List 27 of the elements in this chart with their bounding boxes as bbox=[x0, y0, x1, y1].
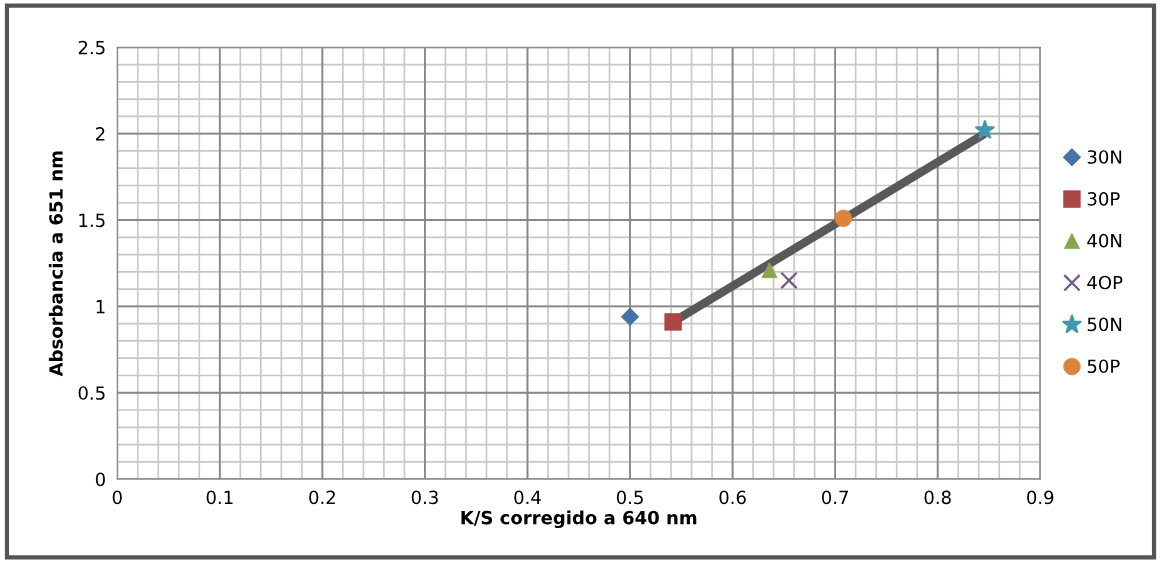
y-tick-label: 2 bbox=[95, 127, 105, 141]
x-tick-label: 0.4 bbox=[514, 490, 541, 505]
legend-label: 4OP bbox=[1087, 275, 1123, 290]
x-tick-label: 0.1 bbox=[206, 490, 233, 505]
x-tick-label: 0.7 bbox=[821, 490, 848, 505]
x-tick-label: 0.2 bbox=[309, 490, 335, 505]
legend-label: 50N bbox=[1087, 317, 1122, 332]
x-tick-label: 0.9 bbox=[1027, 490, 1054, 505]
legend-label: 40N bbox=[1087, 233, 1122, 248]
y-tick-label: 2.5 bbox=[78, 40, 105, 55]
legend-label: 30P bbox=[1087, 192, 1120, 206]
y-tick-label: 0 bbox=[95, 472, 105, 487]
legend-label: 30N bbox=[1087, 150, 1122, 164]
x-tick-label: 0.6 bbox=[719, 490, 746, 505]
x-tick-label: 0.8 bbox=[924, 490, 951, 505]
y-axis-title: Absorbancia a 651 nm bbox=[48, 151, 63, 377]
point bbox=[974, 119, 996, 139]
y-tick-label: 1 bbox=[96, 300, 105, 314]
x-tick-label: 0 bbox=[112, 490, 122, 505]
x-axis-title: K/S corregido a 640 nm bbox=[461, 510, 697, 529]
x-tick-label: 0.3 bbox=[411, 490, 438, 505]
legend-label: 50P bbox=[1087, 359, 1120, 374]
y-tick-label: 1.5 bbox=[79, 213, 105, 228]
point bbox=[780, 271, 798, 290]
y-tick-label: 0.5 bbox=[78, 386, 105, 400]
point bbox=[761, 262, 778, 279]
x-tick-label: 0.5 bbox=[616, 490, 643, 505]
